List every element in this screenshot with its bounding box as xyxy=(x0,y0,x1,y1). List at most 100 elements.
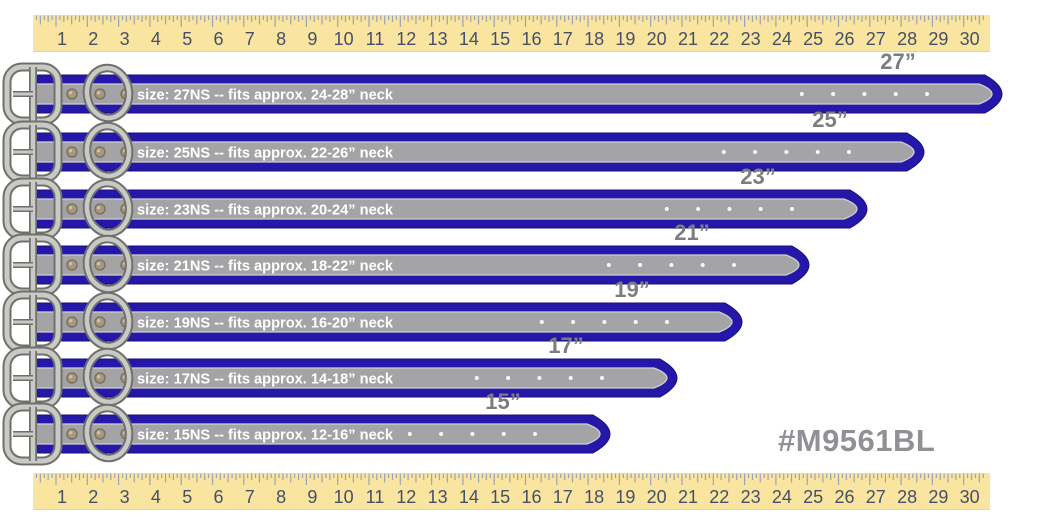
ruler-number: 21 xyxy=(678,29,698,49)
rivet xyxy=(94,372,106,384)
ruler-number: 7 xyxy=(245,29,255,49)
rivet-highlight xyxy=(69,206,73,210)
rivet xyxy=(66,88,78,100)
ruler-number: 3 xyxy=(120,29,130,49)
collar-hole xyxy=(638,263,643,267)
ruler-number: 11 xyxy=(366,487,385,507)
collar-row: size: 15NS -- fits approx. 12-16” neck 15… xyxy=(2,390,611,466)
ruler-number: 7 xyxy=(245,487,255,507)
collar-hole xyxy=(470,432,475,436)
collar-hole xyxy=(571,320,576,324)
ruler-number: 19 xyxy=(615,29,635,49)
ruler-number: 4 xyxy=(151,487,161,507)
ruler-number: 1 xyxy=(57,487,67,507)
bottom-ruler: 1 2 3 4 5 6 7 8 9 10 11 12 13 14 15 16 17 18 19 20 21 22 23 24 2… xyxy=(33,473,990,510)
collar-hole xyxy=(506,376,511,380)
ruler-number: 10 xyxy=(334,487,354,507)
ruler-number: 28 xyxy=(897,487,917,507)
collar-stripe xyxy=(31,423,601,445)
collar-length-label: 21” xyxy=(674,221,709,245)
ruler-number: 10 xyxy=(334,29,354,49)
top-ruler: 1 2 3 4 5 6 7 8 9 10 11 12 13 14 15 16 17 18 19 20 21 22 23 24 2… xyxy=(33,15,990,52)
collar-hole xyxy=(925,92,929,96)
ruler-number: 12 xyxy=(396,487,416,507)
collar-row: size: 27NS -- fits approx. 24-28” neck 27… xyxy=(2,50,1003,126)
rivet-highlight xyxy=(69,375,73,379)
collar-hole xyxy=(633,320,638,324)
ruler-number: 2 xyxy=(88,487,98,507)
collar-length-label: 23” xyxy=(740,165,775,189)
collar-hole xyxy=(790,207,794,211)
collar-stripe-text: size: 23NS -- fits approx. 20-24” neck xyxy=(137,202,394,219)
rivet-highlight xyxy=(97,149,101,153)
ruler-number: 14 xyxy=(459,29,479,49)
rivet-highlight xyxy=(97,431,101,435)
collar-hole xyxy=(784,150,789,154)
ruler-number: 8 xyxy=(276,487,286,507)
collar-length-label: 27” xyxy=(880,50,915,74)
ruler-number: 18 xyxy=(584,29,604,49)
rivet xyxy=(66,259,78,271)
collar-length-label: 17” xyxy=(548,334,583,358)
rivet xyxy=(66,316,78,328)
ruler-edge xyxy=(33,51,990,52)
rivet-highlight xyxy=(69,319,73,323)
ruler-number: 11 xyxy=(366,29,385,49)
part-number: #M9561BL xyxy=(778,423,936,458)
collar-stripe xyxy=(31,141,915,163)
d-ring xyxy=(82,178,134,238)
collar-stripe-text: size: 27NS -- fits approx. 24-28” neck xyxy=(137,87,394,104)
ruler-number: 15 xyxy=(490,29,510,49)
collar-hole xyxy=(533,432,537,436)
collar-hole xyxy=(606,263,611,267)
ruler-number: 27 xyxy=(866,29,886,49)
ruler-number: 13 xyxy=(428,487,448,507)
collar-row: size: 21NS -- fits approx. 18-22” neck 21… xyxy=(2,221,810,297)
collar-hole xyxy=(831,92,836,96)
collar-row: size: 23NS -- fits approx. 20-24” neck 23… xyxy=(2,165,868,241)
rivet xyxy=(94,203,106,215)
ruler-number: 2 xyxy=(88,29,98,49)
ruler-number: 27 xyxy=(866,487,886,507)
collar-length-label: 19” xyxy=(614,278,649,302)
rivet-highlight xyxy=(97,319,101,323)
rivet xyxy=(94,316,106,328)
ruler-svg: 1 2 3 4 5 6 7 8 9 10 11 12 13 14 15 16 17 18 19 20 21 22 23 24 2… xyxy=(33,473,990,510)
ruler-number: 5 xyxy=(182,29,192,49)
collar-hole xyxy=(700,263,705,267)
ruler-number: 24 xyxy=(772,29,792,49)
collar-hole xyxy=(600,376,604,380)
ruler-number: 25 xyxy=(803,487,823,507)
collar-hole xyxy=(721,150,726,154)
d-ring xyxy=(82,63,134,123)
d-ring xyxy=(82,403,134,463)
ruler-number: 30 xyxy=(960,29,980,49)
ruler-number: 30 xyxy=(960,487,980,507)
ruler-number: 26 xyxy=(834,487,854,507)
collar-hole xyxy=(669,263,674,267)
ruler-number: 3 xyxy=(120,487,130,507)
ruler-number: 17 xyxy=(553,487,573,507)
rivet xyxy=(66,146,78,158)
collar-stripe-text: size: 25NS -- fits approx. 22-26” neck xyxy=(137,145,394,162)
rivet xyxy=(66,372,78,384)
ruler-number: 4 xyxy=(151,29,161,49)
collar-stripe xyxy=(31,83,993,105)
rivet-highlight xyxy=(69,262,73,266)
ruler-number: 13 xyxy=(428,29,448,49)
collar-hole xyxy=(602,320,607,324)
collar-hole xyxy=(799,92,804,96)
collar-hole xyxy=(537,376,542,380)
collar-hole xyxy=(847,150,851,154)
d-ring xyxy=(82,121,134,181)
collar-row: size: 17NS -- fits approx. 14-18” neck 17… xyxy=(2,334,678,410)
ruler-number: 23 xyxy=(741,29,761,49)
ruler-number: 12 xyxy=(396,29,416,49)
ruler-number: 1 xyxy=(57,29,67,49)
collar-hole xyxy=(815,150,820,154)
ruler-number: 6 xyxy=(213,487,223,507)
collar-hole xyxy=(664,207,669,211)
ruler-number: 19 xyxy=(615,487,635,507)
collar-stripe-text: size: 17NS -- fits approx. 14-18” neck xyxy=(137,371,394,388)
